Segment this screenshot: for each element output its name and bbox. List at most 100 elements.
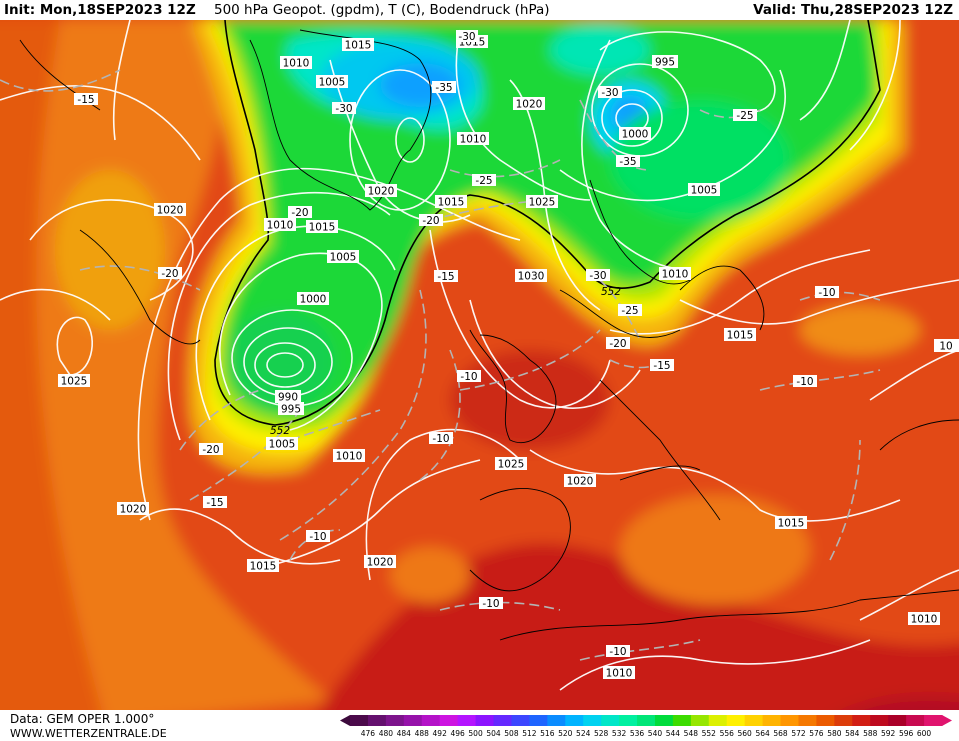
temperature-label: -15 <box>650 359 674 372</box>
svg-text:1005: 1005 <box>330 252 357 264</box>
legend-swatch <box>744 715 764 726</box>
temperature-label: -35 <box>432 81 456 94</box>
temperature-label: -30 <box>598 86 622 99</box>
legend-tick-label: 528 <box>594 729 609 738</box>
svg-text:1010: 1010 <box>606 668 633 680</box>
legend-tick-label: 504 <box>486 729 501 738</box>
svg-text:1025: 1025 <box>61 376 88 388</box>
svg-text:-30: -30 <box>601 87 618 99</box>
svg-text:-15: -15 <box>77 94 94 106</box>
legend-swatch <box>654 715 674 726</box>
svg-text:1020: 1020 <box>367 557 394 569</box>
legend-tick-label: 564 <box>755 729 770 738</box>
svg-text:1020: 1020 <box>368 186 395 198</box>
legend-tick-label: 532 <box>612 729 627 738</box>
legend-swatch <box>350 715 369 726</box>
svg-text:1015: 1015 <box>438 197 465 209</box>
svg-text:1010: 1010 <box>267 220 294 232</box>
temperature-label: -15 <box>74 93 98 106</box>
height-contour-552 <box>214 20 881 426</box>
legend-swatch <box>834 715 853 726</box>
svg-text:1015: 1015 <box>778 518 805 530</box>
svg-text:-30: -30 <box>589 270 606 282</box>
legend-tick-label: 544 <box>666 729 681 738</box>
legend-tick-label: 588 <box>863 729 878 738</box>
temperature-label: -20 <box>158 267 182 280</box>
svg-text:-20: -20 <box>422 215 439 227</box>
height-label: 552 <box>601 286 621 298</box>
legend-tick-label: 524 <box>576 729 591 738</box>
legend-swatch <box>601 715 620 726</box>
pressure-label: 10 <box>934 339 959 353</box>
temperature-label: -10 <box>457 370 481 383</box>
pressure-label: 1005 <box>316 75 348 89</box>
temperature-label: -20 <box>288 206 312 219</box>
svg-text:-30: -30 <box>335 103 352 115</box>
legend-tick-label: 520 <box>558 729 573 738</box>
height-label: 552 <box>270 425 290 437</box>
legend-swatch <box>798 715 817 726</box>
svg-text:1030: 1030 <box>518 271 545 283</box>
legend-tick-label: 576 <box>809 729 824 738</box>
svg-text:-10: -10 <box>460 371 477 383</box>
legend-tick-label: 480 <box>379 729 394 738</box>
legend-swatch <box>475 715 495 726</box>
pressure-label: 1020 <box>513 97 545 111</box>
weather-map: 1015 1015 1010 1005 995 1000 1005 1010 1… <box>0 20 959 710</box>
pressure-label: 1015 <box>775 516 807 530</box>
legend-tick-label: 592 <box>881 729 896 738</box>
legend-tick-label: 580 <box>827 729 842 738</box>
pressure-label: 1005 <box>688 183 720 197</box>
pressure-label: 1005 <box>266 437 298 451</box>
pressure-label: 1030 <box>515 269 547 283</box>
legend-swatch <box>888 715 907 726</box>
pressure-label: 1015 <box>247 559 279 573</box>
svg-text:-10: -10 <box>796 376 813 388</box>
legend-swatch <box>439 715 459 726</box>
pressure-label: 1010 <box>264 218 296 232</box>
temperature-label: -10 <box>306 530 330 543</box>
svg-text:1000: 1000 <box>300 294 327 306</box>
legend-swatch <box>726 715 746 726</box>
temperature-label: -35 <box>616 155 640 168</box>
svg-text:-10: -10 <box>818 287 835 299</box>
legend-tick-label: 508 <box>504 729 519 738</box>
legend-swatch <box>852 715 871 726</box>
svg-text:1020: 1020 <box>516 99 543 111</box>
pressure-label: 995 <box>278 402 304 416</box>
legend-swatch <box>619 715 638 726</box>
valid-time: Valid: Thu,28SEP2023 12Z <box>753 2 953 18</box>
svg-text:995: 995 <box>655 57 675 69</box>
temperature-label: -20 <box>606 337 630 350</box>
legend-swatch <box>421 715 441 726</box>
pressure-label: 1025 <box>526 195 558 209</box>
pressure-label: 995 <box>652 55 678 69</box>
data-source: Data: GEM OPER 1.000° <box>10 712 155 726</box>
svg-text:-20: -20 <box>291 207 308 219</box>
svg-text:1005: 1005 <box>269 439 296 451</box>
pressure-label: 1025 <box>58 374 90 388</box>
legend-swatch <box>385 715 405 726</box>
legend-tick-label: 540 <box>648 729 663 738</box>
pressure-label: 1020 <box>364 555 396 569</box>
pressure-label: 1015 <box>435 195 467 209</box>
legend-swatch <box>780 715 799 726</box>
pressure-labels: 1015 1015 1010 1005 995 1000 1005 1010 1… <box>58 35 959 680</box>
legend-swatch <box>672 715 692 726</box>
temperature-label: -25 <box>733 109 757 122</box>
svg-text:1020: 1020 <box>567 476 594 488</box>
color-legend: 476 480 484 488 492 496 500 504 508 512 516 520 524 5… <box>340 715 952 738</box>
legend-swatch <box>924 715 943 726</box>
svg-text:990: 990 <box>278 392 298 404</box>
svg-text:1010: 1010 <box>662 269 689 281</box>
legend-tick-label: 500 <box>468 729 483 738</box>
legend-swatch <box>690 715 710 726</box>
legend-tick-label: 552 <box>702 729 717 738</box>
svg-text:-20: -20 <box>609 338 626 350</box>
legend-swatch <box>547 715 566 726</box>
map-footer: Data: GEM OPER 1.000° WWW.WETTERZENTRALE… <box>0 710 959 741</box>
temperature-label: -15 <box>434 270 458 283</box>
legend-swatch <box>637 715 656 726</box>
legend-tick-label: 556 <box>720 729 735 738</box>
legend-swatch <box>565 715 584 726</box>
